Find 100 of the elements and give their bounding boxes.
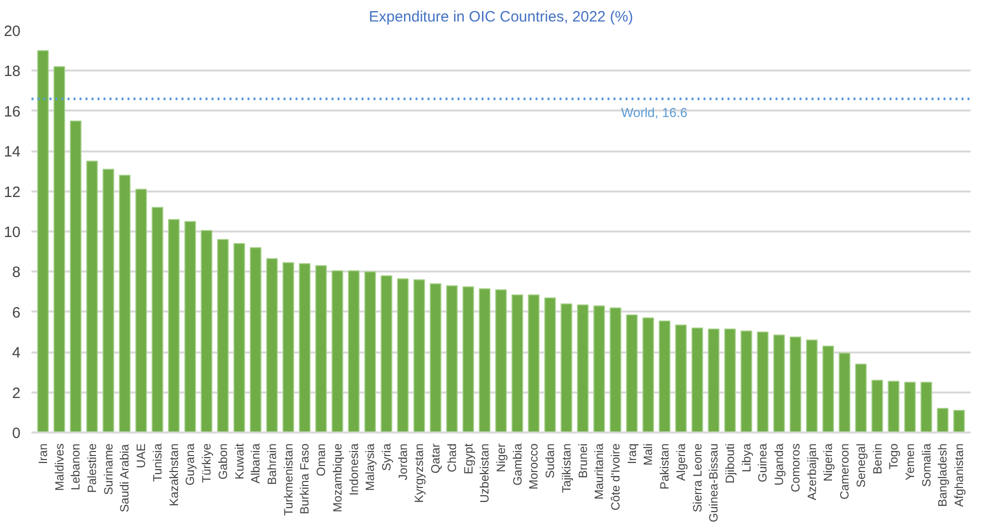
- bar: [855, 364, 867, 432]
- bar: [233, 243, 246, 432]
- bar: [708, 328, 720, 432]
- bar: [822, 346, 834, 432]
- bar: [478, 288, 490, 432]
- x-tick-label: UAE: [134, 443, 148, 468]
- bar: [462, 286, 474, 432]
- bar: [332, 270, 344, 432]
- bar: [250, 247, 262, 432]
- bar: [380, 275, 392, 432]
- x-tick-label: Syria: [379, 443, 394, 471]
- x-tick-label: Pakistan: [658, 443, 672, 490]
- bar: [200, 230, 212, 432]
- y-tick-label: 4: [12, 344, 20, 362]
- x-tick-label: Afghanistan: [952, 443, 966, 507]
- bar: [724, 328, 736, 432]
- x-tick-label: Turkmenistan: [281, 443, 296, 516]
- x-tick-label: Niger: [494, 443, 508, 472]
- bar: [217, 239, 229, 432]
- bar: [790, 336, 802, 432]
- bar: [936, 408, 949, 432]
- x-tick-label: Guyana: [183, 443, 198, 486]
- bar: [953, 410, 965, 432]
- x-tick-label: Benin: [870, 443, 884, 474]
- x-tick-label: Iraq: [624, 443, 639, 464]
- x-tick-label: Nigeria: [821, 443, 836, 482]
- x-tick-label: Oman: [314, 443, 328, 476]
- x-tick-label: Gabon: [216, 444, 230, 480]
- x-tick-label: Uganda: [772, 443, 786, 486]
- x-tick-label: Qatar: [428, 443, 443, 474]
- x-tick-label: Mozambique: [330, 443, 344, 512]
- x-tick-label: Bahrain: [264, 443, 279, 485]
- bar: [642, 317, 654, 432]
- x-tick-label: Sudan: [543, 443, 558, 478]
- bar: [86, 160, 98, 432]
- bar: [168, 218, 180, 432]
- x-tick-label: Iran: [36, 443, 50, 464]
- bar: [102, 168, 114, 432]
- x-tick-label: Bangladesh: [936, 443, 950, 507]
- x-tick-label: Suriname: [101, 443, 116, 495]
- x-tick-label: Burkina Faso: [298, 443, 312, 514]
- x-tick-label: Cameroon: [838, 443, 852, 500]
- bar: [495, 289, 507, 432]
- bar: [740, 330, 752, 432]
- bar: [152, 206, 164, 432]
- ref-line-label: World, 16.6: [621, 104, 688, 120]
- bar: [626, 314, 638, 432]
- bar: [576, 304, 589, 432]
- bar: [920, 382, 932, 432]
- x-tick-label: Mali: [641, 443, 656, 466]
- bar: [512, 294, 524, 432]
- x-tick-label: Guinea: [756, 443, 770, 482]
- y-tick-label: 2: [12, 384, 20, 402]
- x-tick-label: Tunisia: [150, 443, 164, 482]
- x-tick-label: Morocco: [526, 443, 541, 490]
- bar: [315, 265, 327, 432]
- bar: [658, 320, 670, 432]
- x-tick-label: Senegal: [854, 443, 868, 488]
- y-tick-label: 14: [4, 144, 21, 161]
- bar: [348, 270, 360, 432]
- bar: [593, 305, 605, 432]
- x-tick-label: Albania: [248, 443, 263, 484]
- y-tick-label: 16: [4, 103, 21, 120]
- bar: [871, 380, 884, 432]
- bar: [282, 262, 294, 432]
- bar: [544, 297, 556, 432]
- x-tick-label: Comoros: [788, 443, 802, 492]
- x-tick-label: Uzbekistan: [478, 443, 492, 503]
- x-tick-label: Algeria: [674, 443, 688, 481]
- y-tick-label: 8: [12, 264, 20, 282]
- x-tick-label: Gambia: [510, 443, 524, 486]
- x-tick-label: Brunei: [576, 444, 590, 478]
- y-tick-label: 12: [4, 184, 21, 201]
- x-tick-label: Azerbaijan: [804, 444, 819, 500]
- bar: [364, 271, 376, 432]
- bar: [266, 258, 278, 432]
- y-tick-label: 10: [4, 224, 21, 241]
- x-tick-label: Libya: [739, 443, 754, 472]
- x-tick-label: Tajikistan: [559, 443, 574, 493]
- bar: [675, 324, 687, 432]
- bar: [118, 174, 131, 432]
- bar: [446, 285, 458, 432]
- y-tick-label: 20: [4, 23, 21, 40]
- bar: [773, 334, 785, 432]
- bar: [135, 188, 147, 432]
- bar: [806, 340, 818, 432]
- x-tick-label: Türkiye: [200, 443, 214, 483]
- bar: [610, 307, 622, 432]
- x-tick-label: Jordan: [396, 443, 410, 480]
- x-tick-label: Côte d'Ivoire: [608, 443, 623, 510]
- bar: [756, 332, 769, 432]
- x-tick-label: Egypt: [461, 442, 476, 474]
- bar: [838, 352, 850, 432]
- x-tick-label: Kazakhstan: [166, 443, 181, 506]
- x-tick-label: Mauritania: [592, 443, 606, 500]
- bar: [184, 220, 196, 432]
- x-tick-label: Kuwait: [232, 442, 246, 480]
- x-tick-label: Chad: [444, 444, 459, 472]
- bar: [528, 294, 540, 432]
- bar: [298, 263, 311, 432]
